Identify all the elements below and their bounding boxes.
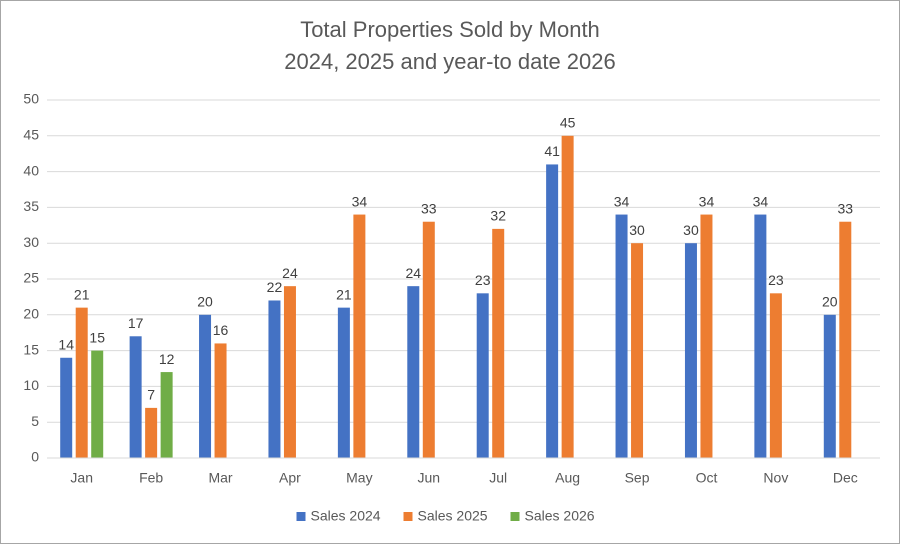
value-label: 33	[421, 200, 437, 216]
bar	[546, 164, 559, 458]
y-tick-label: 20	[23, 306, 39, 322]
y-tick-label: 5	[31, 413, 39, 429]
value-label: 7	[147, 387, 155, 403]
y-tick-label: 30	[23, 234, 39, 250]
value-label: 14	[58, 336, 74, 352]
bar	[129, 336, 142, 458]
bar	[268, 300, 281, 458]
bar	[769, 293, 782, 458]
chart-title: Total Properties Sold by Month	[300, 17, 600, 42]
y-tick-label: 45	[23, 127, 39, 143]
value-label: 15	[89, 329, 105, 345]
value-label: 24	[406, 265, 422, 281]
bar	[283, 286, 296, 458]
value-label: 34	[753, 193, 769, 209]
value-label: 21	[74, 286, 90, 302]
value-label: 32	[490, 208, 506, 224]
x-tick-label: Aug	[555, 470, 580, 486]
value-label: 20	[197, 294, 213, 310]
value-label: 24	[282, 265, 298, 281]
y-tick-label: 10	[23, 377, 39, 393]
value-label: 34	[614, 193, 630, 209]
legend-swatch	[510, 512, 520, 521]
bar	[214, 343, 227, 458]
bar	[160, 372, 173, 458]
y-tick-label: 25	[23, 270, 39, 286]
x-tick-label: Apr	[279, 470, 301, 486]
bar	[839, 221, 852, 458]
y-tick-label: 35	[23, 198, 39, 214]
bar	[492, 228, 505, 458]
x-tick-label: Nov	[763, 470, 788, 486]
legend-label: Sales 2026	[525, 508, 595, 524]
value-label: 20	[822, 294, 838, 310]
value-label: 33	[838, 200, 854, 216]
x-tick-label: Oct	[696, 470, 718, 486]
bar	[337, 307, 350, 458]
value-label: 21	[336, 286, 352, 302]
bar	[75, 307, 88, 458]
value-label: 16	[213, 322, 229, 338]
bar	[615, 214, 628, 458]
value-label: 41	[544, 143, 560, 159]
x-tick-label: Dec	[833, 470, 858, 486]
bar	[422, 221, 435, 458]
x-tick-label: Sep	[625, 470, 650, 486]
value-label: 45	[560, 115, 576, 131]
bar	[684, 243, 697, 458]
legend-label: Sales 2024	[311, 508, 381, 524]
x-tick-label: Mar	[208, 470, 232, 486]
x-tick-label: May	[346, 470, 372, 486]
value-label: 34	[699, 193, 715, 209]
value-label: 17	[128, 315, 144, 331]
bar	[823, 314, 836, 458]
x-tick-label: Jan	[70, 470, 93, 486]
bar	[561, 135, 574, 459]
x-tick-label: Feb	[139, 470, 163, 486]
y-tick-label: 15	[23, 341, 39, 357]
bar	[754, 214, 767, 458]
bar	[199, 314, 212, 458]
bar	[476, 293, 489, 458]
y-tick-label: 50	[23, 91, 39, 107]
bar	[145, 407, 158, 458]
x-tick-label: Jun	[418, 470, 441, 486]
bar	[631, 243, 644, 458]
bar	[700, 214, 713, 458]
legend-swatch	[296, 512, 306, 521]
bar	[407, 286, 420, 458]
chart-subtitle: 2024, 2025 and year-to date 2026	[284, 49, 616, 74]
value-label: 30	[629, 222, 645, 238]
legend-swatch	[403, 512, 413, 521]
bar	[91, 350, 104, 458]
y-tick-label: 0	[31, 449, 39, 465]
legend-label: Sales 2025	[418, 508, 488, 524]
value-label: 22	[267, 279, 283, 295]
value-label: 23	[475, 272, 491, 288]
value-label: 23	[768, 272, 784, 288]
bar	[60, 357, 73, 458]
value-label: 34	[352, 193, 368, 209]
value-label: 12	[159, 351, 175, 367]
x-tick-label: Jul	[489, 470, 507, 486]
value-label: 30	[683, 222, 699, 238]
bar	[353, 214, 366, 458]
y-tick-label: 40	[23, 162, 39, 178]
